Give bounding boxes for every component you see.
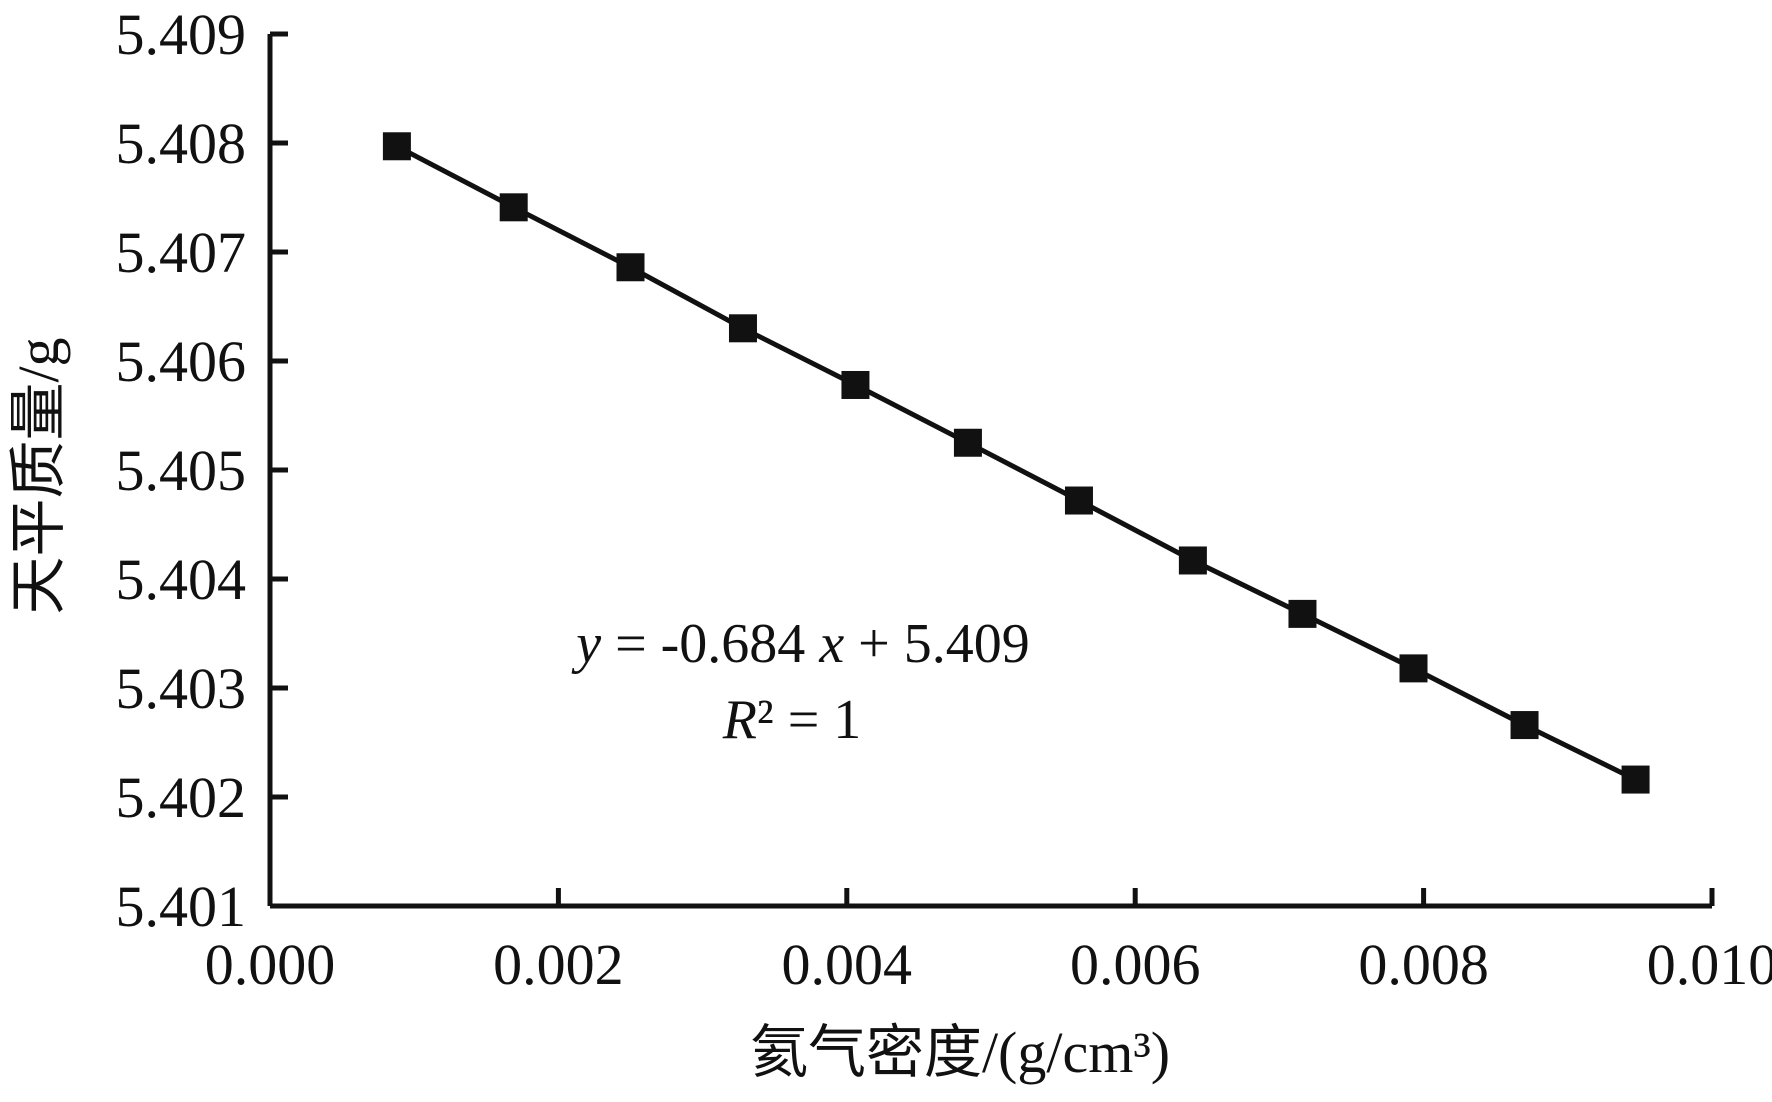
ticks-layer: 5.401 5.402 5.403 5.404 5.405 5.406 5.407 5.408… <box>116 2 1772 997</box>
equation-end: + 5.409 <box>844 613 1030 675</box>
data-point-4 <box>841 371 869 399</box>
y-tick-label-7: 5.408 <box>116 111 247 176</box>
y-tick-label-8: 5.409 <box>116 2 247 67</box>
x-tick-label-0: 0.000 <box>205 932 336 997</box>
r-squared-var: R <box>722 689 757 751</box>
data-point-0 <box>383 132 411 160</box>
x-tick-label-4: 0.008 <box>1358 932 1489 997</box>
y-tick-label-3: 5.404 <box>116 547 247 612</box>
x-axis-title: 氦气密度/(g/cm³) <box>750 1020 1170 1085</box>
x-tick-label-5: 0.010 <box>1647 932 1772 997</box>
data-point-7 <box>1179 546 1207 574</box>
series-layer <box>383 132 1650 793</box>
data-point-8 <box>1288 600 1316 628</box>
data-point-10 <box>1511 711 1539 739</box>
y-tick-label-2: 5.403 <box>116 656 247 721</box>
y-axis-title: 天平质量/g <box>6 337 71 614</box>
r-squared-value: ² = 1 <box>757 689 861 751</box>
equation-mid: = -0.684 <box>601 613 819 675</box>
y-tick-label-4: 5.405 <box>116 438 247 503</box>
x-tick-label-2: 0.004 <box>782 932 913 997</box>
data-point-6 <box>1065 487 1093 515</box>
y-tick-label-5: 5.406 <box>116 329 247 394</box>
series-line-0 <box>397 146 1636 779</box>
data-point-11 <box>1622 766 1650 794</box>
data-point-1 <box>500 193 528 221</box>
equation-x-var: x <box>818 613 844 675</box>
x-tick-label-3: 0.006 <box>1070 932 1201 997</box>
regression-equation: y = -0.684 x + 5.409 <box>571 613 1030 675</box>
data-point-3 <box>729 314 757 342</box>
equation-y-var: y <box>571 613 601 675</box>
data-point-2 <box>617 253 645 281</box>
data-point-5 <box>954 429 982 457</box>
y-tick-label-6: 5.407 <box>116 220 247 285</box>
x-tick-label-1: 0.002 <box>493 932 624 997</box>
data-point-9 <box>1400 654 1428 682</box>
axes-layer <box>270 34 1712 906</box>
y-tick-label-1: 5.402 <box>116 765 247 830</box>
y-tick-label-0: 5.401 <box>116 874 247 939</box>
r-squared: R² = 1 <box>722 689 862 751</box>
